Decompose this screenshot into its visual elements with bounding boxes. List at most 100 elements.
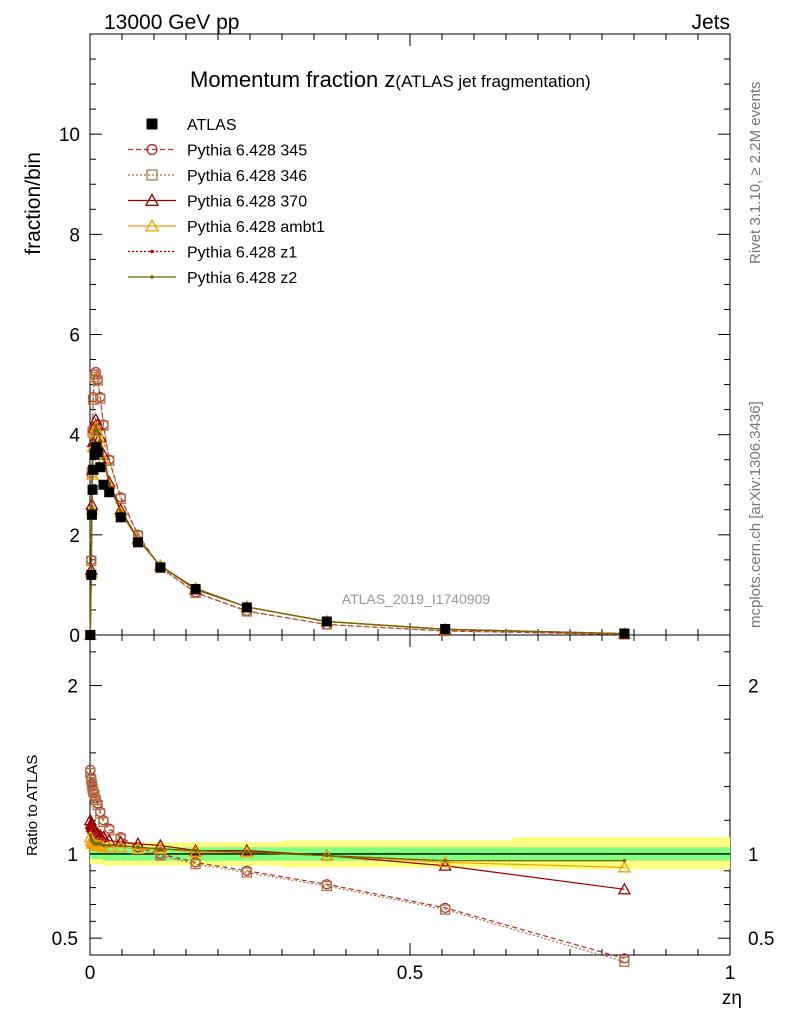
ratio-point-pythia-6-428-z2 (622, 859, 627, 863)
axis-ticks: 0 2 4 6 8 10 0 0.5 1 0.5 0.5 1 1 2 2 (52, 33, 774, 984)
ratio-y-tick-label: 0.5 (52, 929, 78, 950)
ratio-point-pythia-6-428-ambt1 (131, 842, 145, 854)
legend: ATLAS Pythia 6.428 345 Pythia 6.428 346 Pyt… (128, 117, 325, 287)
data-point-atlas (440, 623, 451, 634)
data-point-pythia-6-428-346 (88, 394, 99, 405)
ratio-point-pythia-6-428-ambt1 (438, 855, 452, 868)
y-tick-label: 4 (69, 426, 80, 447)
ratio-point-pythia-6-428-z2 (88, 833, 92, 838)
ratio-point-pythia-6-428-346 (321, 880, 332, 892)
data-point-atlas (115, 512, 126, 523)
ratio-point-pythia-6-428-346 (98, 816, 109, 828)
ratio-point-pythia-6-428-z2 (98, 842, 102, 846)
ratio-point-pythia-6-428-370 (617, 882, 632, 895)
data-point-atlas (190, 583, 201, 594)
legend-label-pythia-6-428-z2: Pythia 6.428 z2 (187, 270, 297, 287)
data-point-atlas (133, 537, 143, 548)
chart-title: Momentum fraction z(ATLAS jet fragmentat… (190, 67, 591, 92)
data-point-pythia-6-428-346 (92, 375, 103, 386)
x-axis-label: zη (722, 988, 742, 1009)
ratio-point-pythia-6-428-370 (438, 858, 452, 871)
data-point-atlas (88, 464, 99, 475)
y-axis-label: fraction/bin (22, 152, 45, 255)
ratio-point-pythia-6-428-346 (85, 767, 96, 779)
data-point-atlas (321, 616, 332, 627)
ratio-point-pythia-6-428-346 (241, 867, 252, 878)
chart-title-main: Momentum fraction z (190, 67, 395, 92)
data-point-pythia-6-428-346 (98, 420, 109, 431)
ratio-point-pythia-6-428-z2 (245, 850, 249, 854)
data-point-atlas (155, 562, 166, 573)
data-point-atlas (85, 630, 96, 640)
ratio-point-pythia-6-428-370 (89, 825, 103, 838)
ratio-series (83, 764, 632, 967)
data-point-pythia-6-428-z2 (94, 424, 98, 428)
y-tick-label: 2 (69, 526, 80, 547)
data-point-pythia-6-428-346 (89, 371, 100, 383)
y-tick-label: 0 (69, 626, 80, 647)
ratio-point-pythia-6-428-ambt1 (617, 860, 632, 873)
ratio-point-pythia-6-428-z2 (96, 842, 100, 846)
data-point-atlas (95, 462, 106, 473)
ratio-y-tick-label-right: 0.5 (748, 929, 774, 950)
y-tick-label: 6 (69, 326, 80, 347)
ratio-point-pythia-6-428-z2 (107, 843, 111, 848)
ratio-point-pythia-6-428-z2 (443, 859, 447, 863)
ratio-point-pythia-6-428-z2 (136, 845, 140, 849)
data-point-atlas (619, 628, 630, 639)
ratio-point-pythia-6-428-346 (115, 833, 126, 844)
data-point-atlas (86, 509, 97, 520)
legend-label-pythia-6-428-z1: Pythia 6.428 z1 (187, 245, 297, 262)
ratio-point-pythia-6-428-370 (91, 826, 105, 839)
data-point-pythia-6-428-z2 (96, 429, 100, 433)
x-tick-label: 0.5 (397, 963, 423, 984)
legend-label-pythia-6-428-345: Pythia 6.428 345 (187, 143, 307, 160)
legend-marker-pythia-6-428-z1 (150, 249, 154, 254)
y-tick-label: 8 (69, 225, 80, 246)
data-point-pythia-6-428-z2 (101, 457, 106, 461)
ratio-point-pythia-6-428-370 (240, 843, 254, 856)
ratio-point-pythia-6-428-z2 (194, 848, 198, 853)
legend-marker-pythia-6-428-345 (146, 143, 158, 156)
legend-marker-pythia-6-428-370 (144, 193, 160, 206)
ratio-y-tick-label-right: 1 (748, 845, 759, 866)
main-plot-frame (89, 33, 731, 636)
data-point-atlas (98, 479, 109, 490)
ratio-point-pythia-6-428-z2 (119, 843, 123, 848)
data-point-atlas (92, 447, 103, 458)
data-point-atlas (87, 484, 98, 495)
data-point-atlas (241, 602, 252, 613)
legend-marker-pythia-6-428-z2 (150, 275, 154, 279)
rivet-info-label: Rivet 3.1.10, ≥ 2.2M events (747, 82, 764, 265)
data-point-pythia-6-428-z2 (98, 439, 102, 443)
legend-label-pythia-6-428-370: Pythia 6.428 370 (187, 194, 307, 211)
ratio-point-pythia-6-428-ambt1 (114, 840, 128, 853)
chart-title-suffix: (ATLAS jet fragmentation) (395, 72, 590, 91)
legend-label-atlas: ATLAS (187, 117, 237, 134)
mcplots-info-label: mcplots.cern.ch [arXiv:1306.3436] (747, 401, 764, 628)
x-tick-label: 1 (725, 963, 736, 984)
header-energy-label: 13000 GeV pp (104, 11, 239, 34)
ratio-plot-frame (89, 634, 731, 956)
data-point-pythia-6-428-z2 (92, 429, 97, 433)
data-point-atlas (104, 487, 115, 498)
data-point-pythia-6-428-346 (90, 369, 101, 380)
legend-marker-atlas (146, 118, 158, 130)
legend-label-pythia-6-428-346: Pythia 6.428 346 (187, 168, 307, 185)
header-process-label: Jets (691, 11, 730, 34)
ratio-point-pythia-6-428-346 (190, 858, 201, 870)
ratio-point-pythia-6-428-ambt1 (102, 840, 116, 853)
legend-marker-pythia-6-428-346 (146, 169, 158, 181)
ratio-y-tick-label-right: 2 (748, 677, 759, 698)
x-tick-label: 0 (85, 963, 96, 984)
ratio-point-pythia-6-428-z2 (158, 847, 162, 851)
y-tick-label: 10 (59, 125, 80, 146)
ratio-uncertainty-band (90, 837, 730, 870)
ratio-point-pythia-6-428-346 (155, 850, 166, 861)
analysis-id-label: ATLAS_2019_I1740909 (342, 591, 491, 607)
ratio-point-pythia-6-428-z2 (325, 854, 329, 858)
ratio-y-tick-label: 2 (67, 677, 78, 698)
data-point-atlas (86, 569, 97, 580)
data-point-atlas (90, 442, 101, 453)
ratio-y-axis-label: Ratio to ATLAS (24, 755, 41, 856)
